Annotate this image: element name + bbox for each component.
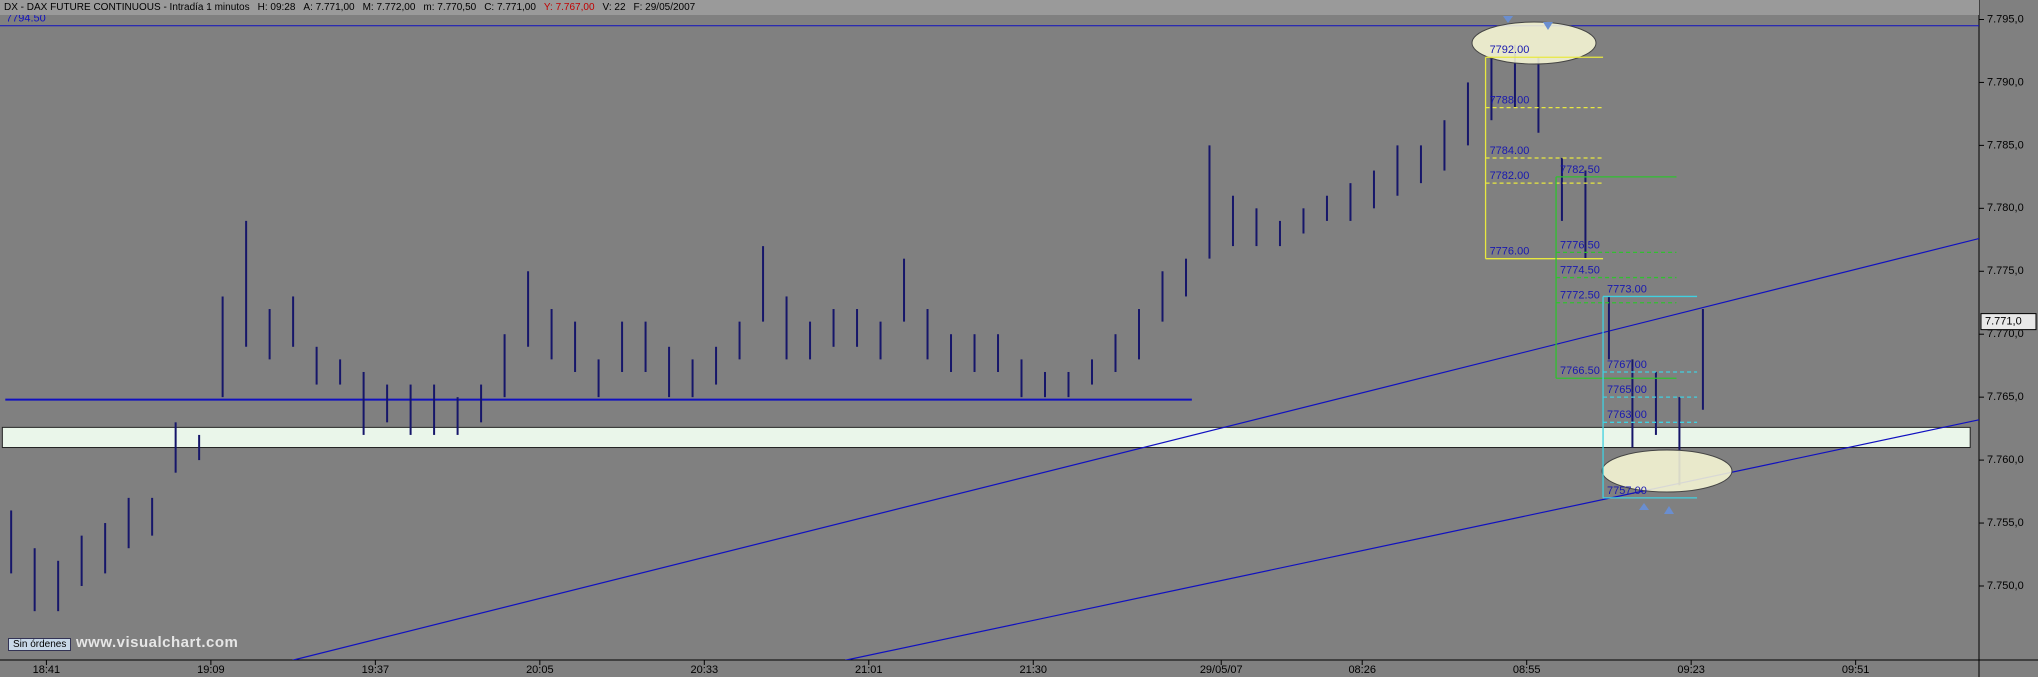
x-tick-label: 08:26 <box>1348 664 1376 676</box>
x-tick-label: 19:09 <box>197 664 225 676</box>
header-field: M: 7.772,00 <box>362 2 416 13</box>
x-tick-label: 20:33 <box>691 664 719 676</box>
y-tick-label: 7.780,0 <box>1987 202 2024 214</box>
box-level-label: 7766.50 <box>1560 365 1600 377</box>
box-level-label: 7784.00 <box>1490 145 1530 157</box>
y-tick-label: 7.775,0 <box>1987 265 2024 277</box>
box-level-label: 7763.00 <box>1607 409 1647 421</box>
trendline <box>292 237 1979 660</box>
y-tick-label: 7.770,0 <box>1987 328 2024 340</box>
orders-button[interactable]: Sin órdenes <box>8 638 72 651</box>
box-level-label: 7757.00 <box>1607 485 1647 497</box>
box-level-label: 7772.50 <box>1560 290 1600 302</box>
header-title: DX - DAX FUTURE CONTINUOUS - Intradía 1 … <box>4 2 250 13</box>
box-level-label: 7788.00 <box>1490 95 1530 107</box>
x-tick-label: 20:05 <box>526 664 554 676</box>
header-field: m: 7.770,50 <box>423 2 477 13</box>
box-level-label: 7765.00 <box>1607 384 1647 396</box>
last-price-box <box>1980 313 2037 331</box>
box-level-label: 7776.00 <box>1490 246 1530 258</box>
y-tick-label: 7.790,0 <box>1987 76 2024 88</box>
y-tick-label: 7.795,0 <box>1987 13 2024 25</box>
x-tick-label: 19:37 <box>362 664 390 676</box>
header-field: F: 29/05/2007 <box>633 2 696 13</box>
header-field: H: 09:28 <box>257 2 296 13</box>
header-field: C: 7.771,00 <box>484 2 536 13</box>
x-tick-label: 09:23 <box>1677 664 1705 676</box>
bottom-ellipse <box>1601 449 1733 493</box>
top-ellipse <box>1471 21 1597 65</box>
axes: 7.750,0 7.755,0 7.760,0 7.765,0 7.770,0 7.775… <box>33 13 2037 676</box>
box-level-label: 7776.50 <box>1560 239 1600 251</box>
trendline <box>845 419 1979 660</box>
y-tick-label: 7.755,0 <box>1987 517 2024 529</box>
x-tick-label: 08:55 <box>1513 664 1541 676</box>
header-field: Y: 7.767,00 <box>543 2 595 13</box>
header: DX - DAX FUTURE CONTINUOUS - Intradía 1 … <box>0 0 1979 15</box>
top-arrows <box>1503 16 1553 30</box>
bottom-arrows <box>1639 503 1674 514</box>
box-level-label: 7774.50 <box>1560 264 1600 276</box>
plot-layer <box>0 25 1979 660</box>
y-tick-label: 7.765,0 <box>1987 391 2024 403</box>
box-level-label: 7773.00 <box>1607 283 1647 295</box>
support-band <box>1 426 1971 449</box>
x-tick-label: 21:01 <box>855 664 883 676</box>
x-tick-label: 21:30 <box>1019 664 1047 676</box>
box-level-label: 7792.00 <box>1490 44 1530 56</box>
y-tick-label: 7.750,0 <box>1987 580 2024 592</box>
y-tick-label: 7.760,0 <box>1987 454 2024 466</box>
box-level-label: 7767.00 <box>1607 359 1647 371</box>
plot-area <box>0 0 1979 660</box>
x-tick-label: 09:51 <box>1842 664 1870 676</box>
x-tick-label: 29/05/07 <box>1200 664 1243 676</box>
last-price-label: 7.771,0 <box>1985 316 2022 328</box>
x-tick-label: 18:41 <box>33 664 61 676</box>
box-level-label: 7782.00 <box>1490 170 1530 182</box>
header-field: A: 7.771,00 <box>303 2 355 13</box>
horizontal-line-label: 7794.50 <box>6 13 46 25</box>
y-tick-label: 7.785,0 <box>1987 139 2024 151</box>
box-level-label: 7782.50 <box>1560 164 1600 176</box>
header-field: V: 22 <box>602 2 626 13</box>
watermark: www.visualchart.com <box>76 634 239 651</box>
